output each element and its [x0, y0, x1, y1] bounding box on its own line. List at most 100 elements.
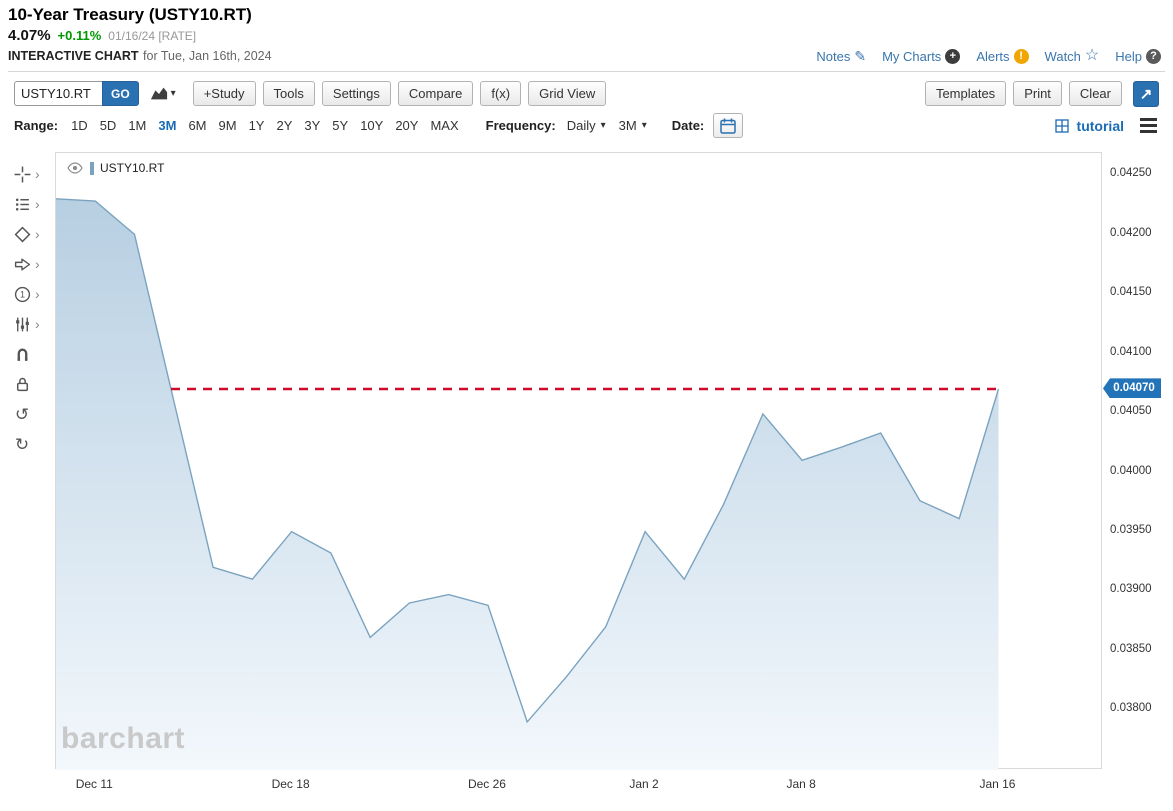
series-symbol-label: USTY10.RT: [100, 161, 165, 176]
range-option-5y[interactable]: 5Y: [332, 118, 349, 134]
range-option-9m[interactable]: 9M: [218, 118, 237, 134]
frequency-select[interactable]: Daily ▾: [565, 118, 608, 133]
toolbar-button-study[interactable]: +Study: [192, 81, 256, 107]
svg-text:1: 1: [19, 290, 24, 300]
x-axis-label: Jan 8: [786, 777, 816, 792]
annotation-tool-icon: [13, 195, 31, 213]
sliders-tool[interactable]: ›: [13, 314, 40, 334]
annotation-tool[interactable]: ›: [13, 194, 40, 214]
symbol-search: GO: [14, 81, 139, 107]
quote-header: 10-Year Treasury (USTY10.RT) 4.07% +0.11…: [0, 0, 1173, 73]
magnet-tool[interactable]: [13, 344, 31, 364]
grid-icon: [1053, 117, 1071, 135]
chevron-down-icon: ▾: [170, 88, 176, 100]
range-options: 1D 5D 1M 3M 6M 9M 1Y 2Y 3Y 5Y 10Y 20Y MAX: [67, 118, 463, 133]
y-axis-label: 0.04200: [1110, 226, 1152, 239]
x-axis-label: Jan 16: [979, 777, 1016, 792]
toolbar-button-tools[interactable]: Tools: [262, 81, 315, 107]
counter-tool[interactable]: 1 ›: [13, 284, 40, 304]
header-link-watch[interactable]: Watch ☆: [1045, 48, 1100, 64]
series-color-swatch: [90, 161, 94, 175]
range-option-5d[interactable]: 5D: [99, 118, 117, 134]
chevron-right-icon: ›: [35, 166, 40, 183]
expand-chart-button[interactable]: ↗: [1133, 80, 1159, 107]
frequency-label: Frequency:: [485, 118, 556, 134]
chevron-down-icon: ▾: [600, 120, 606, 132]
toolbar-button-clear[interactable]: Clear: [1068, 81, 1122, 107]
toolbar-button-f-x[interactable]: f(x): [480, 81, 522, 107]
range-option-1y[interactable]: 1Y: [248, 118, 265, 134]
eye-visibility-icon[interactable]: [66, 159, 84, 177]
range-option-3y[interactable]: 3Y: [304, 118, 321, 134]
undo-tool-icon: ↺: [14, 404, 30, 424]
toolbar-right-buttons: Templates Print Clear: [924, 81, 1122, 107]
period-select[interactable]: 3M ▾: [617, 118, 649, 133]
toolbar-button-print[interactable]: Print: [1013, 81, 1062, 107]
arrow-tool-icon: [13, 255, 31, 273]
chart-area: › › › › 1 › › ↺ ↻ USTY10.RT barchart 0.04070 0.0…: [0, 144, 1173, 811]
range-option-1m[interactable]: 1M: [128, 118, 147, 134]
shapes-tool-icon: [13, 225, 31, 243]
range-option-20y[interactable]: 20Y: [395, 118, 419, 134]
toolbar-button-grid-view[interactable]: Grid View: [528, 81, 607, 107]
crosshair-tool-icon: [13, 165, 31, 183]
crosshair-tool[interactable]: ›: [13, 164, 40, 184]
chevron-down-icon: ▾: [641, 120, 647, 132]
range-option-2y[interactable]: 2Y: [276, 118, 293, 134]
quote-line: 4.07% +0.11% 01/16/24 [RATE]: [8, 27, 1165, 44]
range-option-3m[interactable]: 3M: [158, 118, 177, 134]
header-link-alerts[interactable]: Alerts!: [976, 48, 1029, 64]
header-link-help[interactable]: Help?: [1115, 48, 1161, 64]
expand-arrow-icon: ↗: [1139, 85, 1153, 103]
toolbar-button-compare[interactable]: Compare: [397, 81, 474, 107]
alert-circle-icon: !: [1013, 48, 1029, 64]
toolbar-left-buttons: +Study Tools Settings Compare f(x) Grid View: [192, 81, 607, 107]
header-links: Notes ✎ My Charts + Alerts! Watch ☆ Help?: [816, 48, 1161, 64]
tutorial-label: tutorial: [1076, 117, 1124, 134]
range-label: Range:: [14, 118, 59, 134]
arrow-tool[interactable]: ›: [13, 254, 40, 274]
notes-pencil-icon: ✎: [854, 48, 867, 65]
menu-hamburger-icon[interactable]: [1138, 116, 1159, 135]
header-link-my-charts[interactable]: My Charts +: [882, 48, 961, 64]
chevron-right-icon: ›: [35, 286, 40, 303]
chart-subheader: INTERACTIVE CHART for Tue, Jan 16th, 202…: [8, 47, 1165, 73]
date-picker-button[interactable]: [713, 113, 744, 139]
area-chart-type-icon: [150, 85, 168, 103]
toolbar-button-templates[interactable]: Templates: [924, 81, 1007, 107]
chart-plot-area[interactable]: USTY10.RT barchart: [55, 152, 1102, 771]
period-value: 3M: [618, 118, 637, 134]
y-axis-label: 0.03900: [1110, 583, 1152, 596]
series-label-row[interactable]: USTY10.RT: [66, 159, 164, 177]
plus-circle-icon: +: [945, 48, 961, 64]
interactive-chart-label: INTERACTIVE CHART: [8, 49, 139, 64]
header-link-label: Notes: [816, 48, 851, 64]
redo-tool[interactable]: ↻: [13, 434, 31, 454]
y-axis-label: 0.03800: [1110, 702, 1152, 715]
drawing-tools-sidebar: › › › › 1 › › ↺ ↻: [0, 144, 55, 811]
range-row-right: tutorial: [1053, 116, 1159, 135]
x-axis-label: Dec 11: [75, 777, 113, 792]
magnet-tool-icon: [13, 345, 31, 363]
chart-type-selector[interactable]: ▾: [150, 85, 176, 103]
go-button[interactable]: GO: [102, 81, 139, 107]
chevron-right-icon: ›: [35, 316, 40, 333]
header-link-notes[interactable]: Notes ✎: [816, 49, 866, 64]
tutorial-link[interactable]: tutorial: [1053, 117, 1124, 135]
header-link-label: Watch: [1044, 48, 1081, 64]
x-axis-label: Jan 2: [629, 777, 659, 792]
sliders-tool-icon: [13, 315, 31, 333]
toolbar-button-settings[interactable]: Settings: [321, 81, 391, 107]
range-option-1d[interactable]: 1D: [71, 118, 88, 134]
range-option-10y[interactable]: 10Y: [360, 118, 384, 134]
undo-tool[interactable]: ↺: [13, 404, 31, 424]
shapes-tool[interactable]: ›: [13, 224, 40, 244]
symbol-input[interactable]: [14, 81, 102, 107]
y-axis-label: 0.04050: [1110, 405, 1152, 418]
range-option-max[interactable]: MAX: [430, 118, 459, 134]
yield-line-series: [56, 198, 1000, 724]
y-axis-label: 0.04000: [1110, 464, 1152, 477]
range-option-6m[interactable]: 6M: [188, 118, 207, 134]
lock-tool[interactable]: [13, 374, 31, 394]
y-axis-label: 0.04150: [1110, 286, 1152, 299]
